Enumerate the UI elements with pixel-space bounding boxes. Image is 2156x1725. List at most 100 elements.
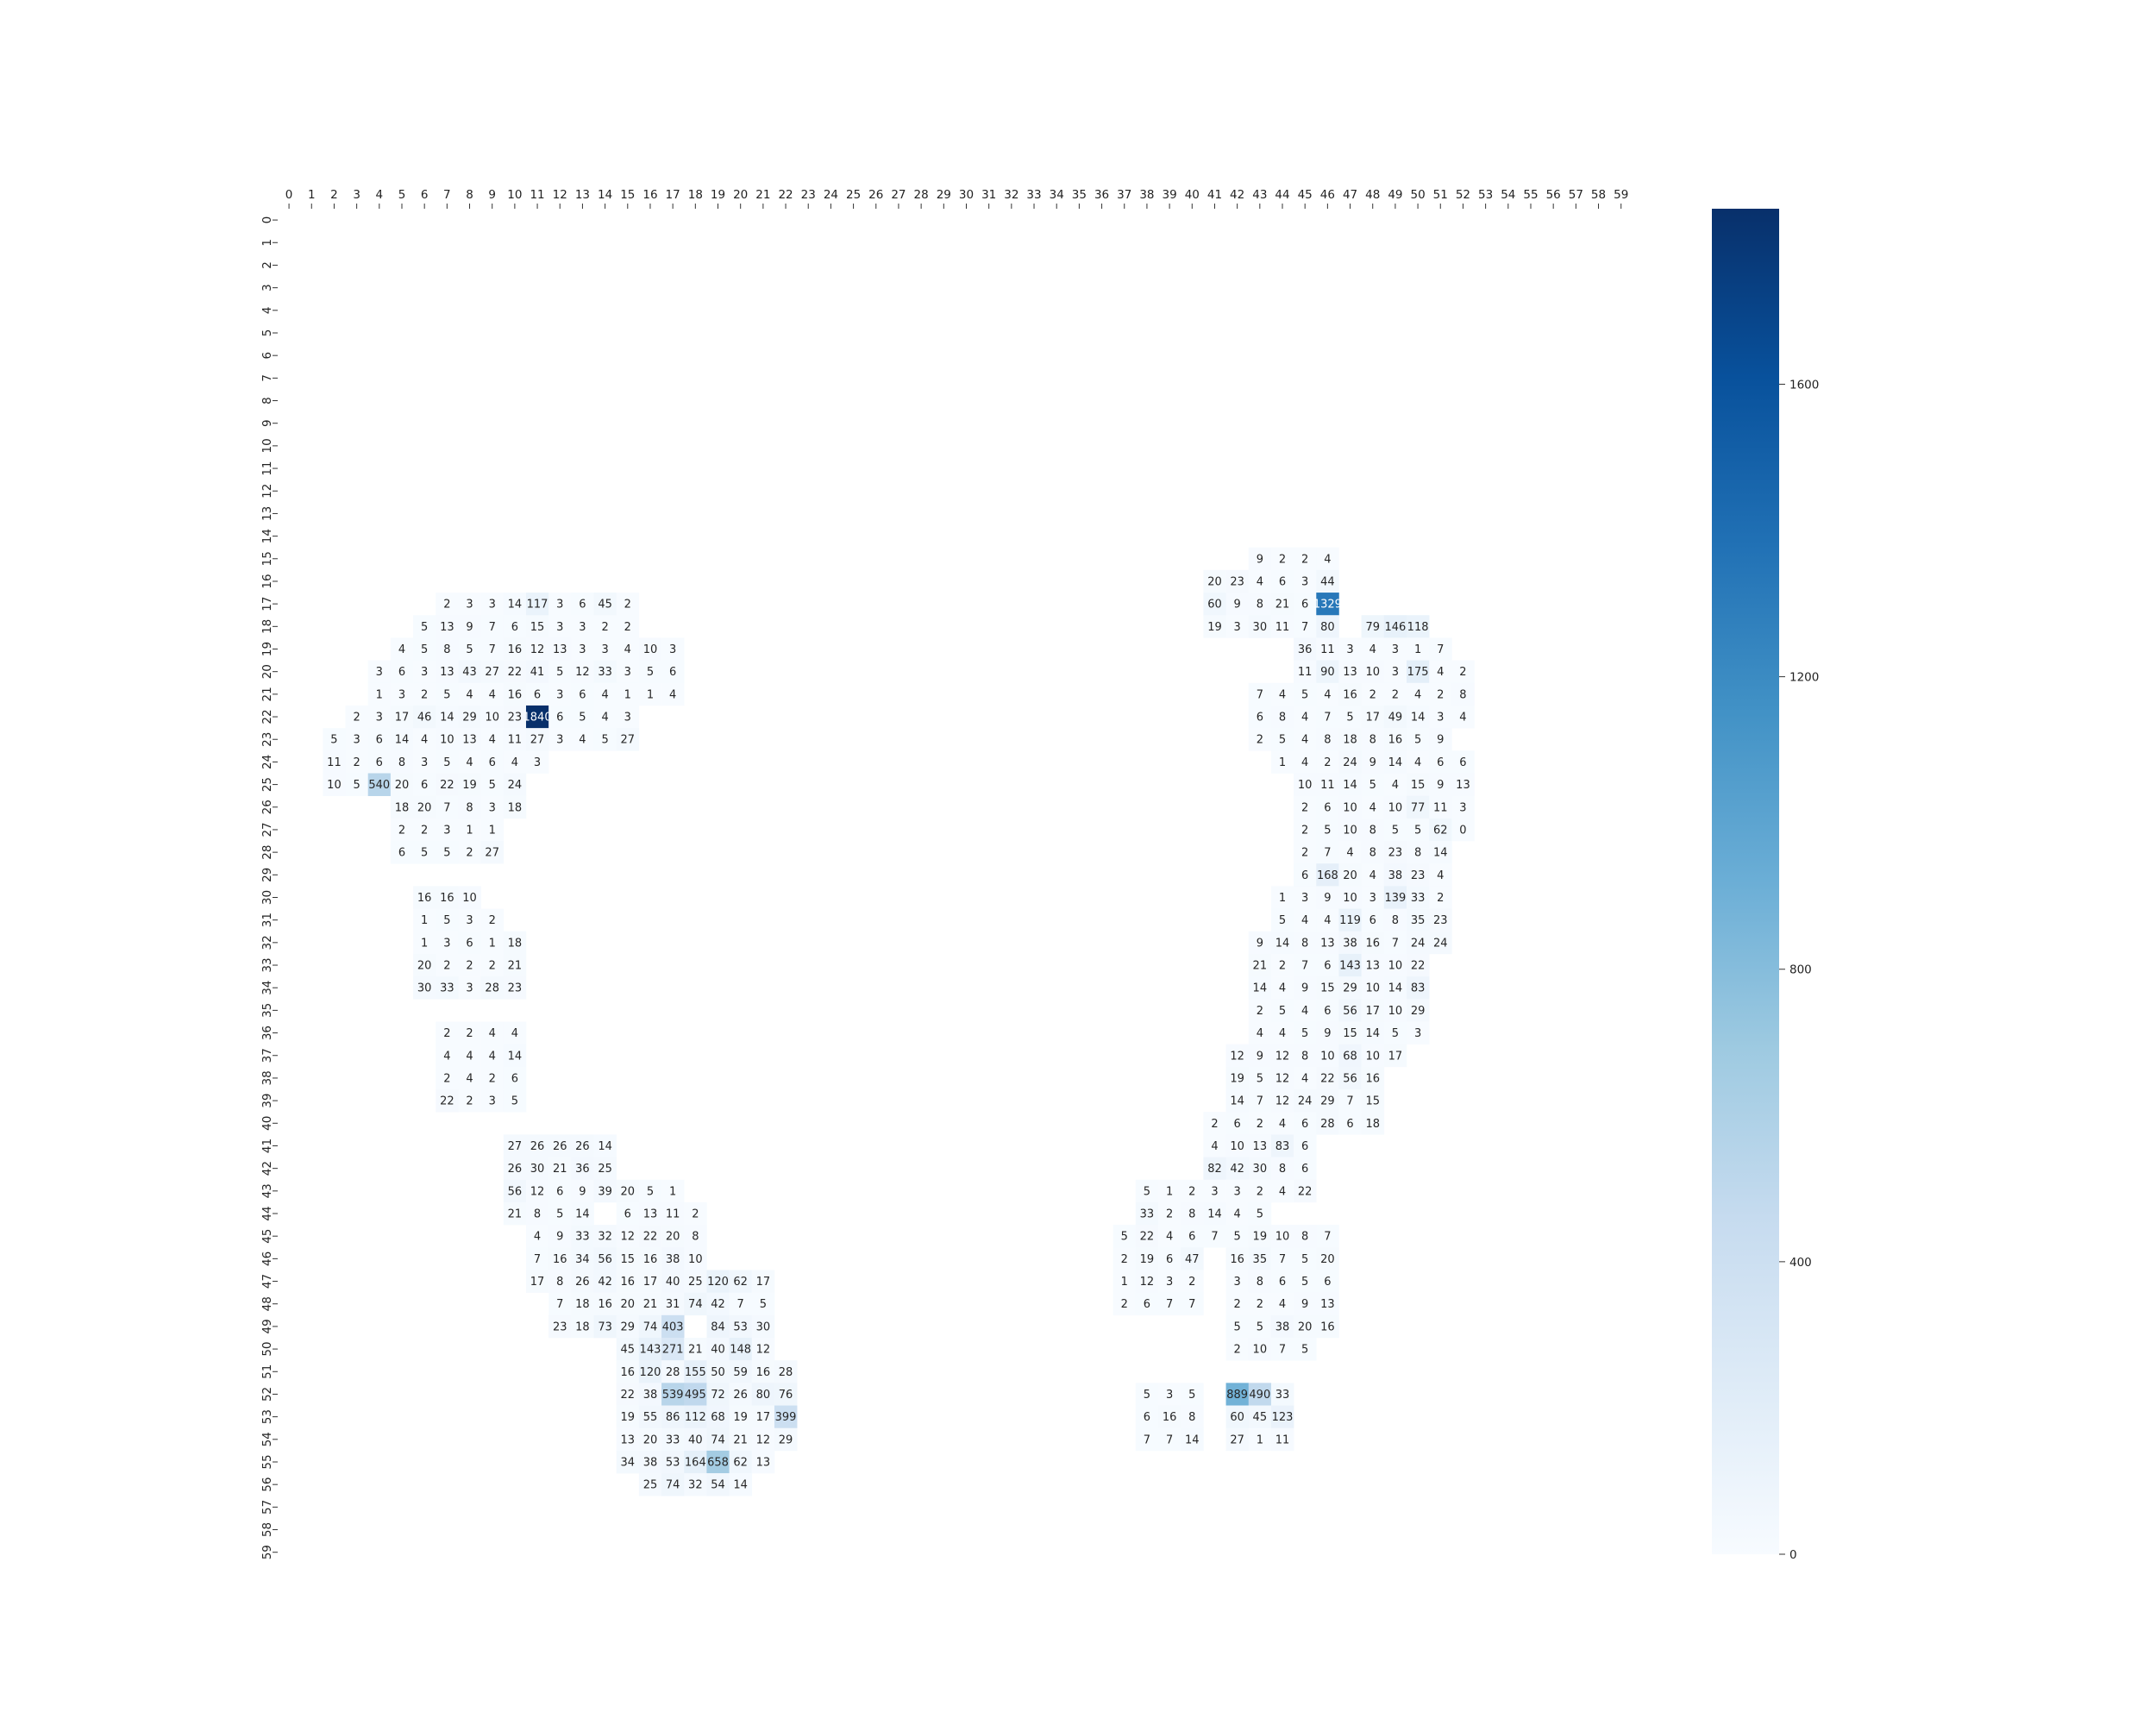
heatmap-cell (1294, 931, 1317, 955)
cell-value-label: 8 (1301, 1050, 1308, 1063)
heatmap-cell (1361, 705, 1385, 729)
y-tick-label: 11 (260, 461, 274, 475)
heatmap-cell (729, 1360, 753, 1383)
cell-value-label: 5 (1301, 1027, 1308, 1040)
cell-value-label: 3 (443, 937, 450, 950)
heatmap-cell (1225, 1157, 1250, 1181)
y-tick-label: 43 (260, 1183, 274, 1198)
heatmap-cell (1294, 863, 1317, 887)
cell-value-label: 83 (1411, 982, 1426, 995)
cell-value-label: 6 (556, 1185, 563, 1198)
heatmap-cell (1361, 953, 1385, 977)
cell-value-label: 33 (575, 1231, 590, 1244)
cell-value-label: 53 (733, 1320, 748, 1333)
heatmap-cell (571, 660, 594, 684)
heatmap-cell (1316, 863, 1339, 887)
heatmap-cell (1270, 1314, 1294, 1339)
cell-value-label: 4 (489, 688, 496, 701)
heatmap-cell (390, 750, 414, 774)
y-tick-label: 52 (260, 1387, 274, 1402)
cell-value-label: 399 (775, 1411, 797, 1424)
heatmap-cell (571, 728, 594, 751)
cell-value-label: 10 (462, 892, 477, 905)
heatmap-cell (1270, 1044, 1294, 1068)
cell-value-label: 27 (485, 847, 499, 860)
cell-value-label: 12 (530, 643, 545, 656)
cell-value-label: 13 (440, 621, 454, 634)
cell-value-label: 4 (489, 1050, 496, 1063)
y-tick-label: 46 (260, 1251, 274, 1266)
cell-value-label: 22 (508, 666, 523, 679)
cell-value-label: 3 (398, 688, 405, 701)
cell-value-label: 119 (1339, 914, 1361, 927)
cell-value-label: 11 (1320, 779, 1335, 792)
heatmap-cell (638, 637, 662, 661)
heatmap-cell (1225, 1089, 1250, 1113)
heatmap-cell (616, 1292, 640, 1316)
heatmap-cell (1294, 908, 1317, 932)
cell-value-label: 7 (443, 801, 450, 814)
cell-value-label: 13 (1456, 779, 1470, 792)
heatmap-cell (1248, 1270, 1272, 1293)
heatmap-cell (503, 931, 527, 955)
x-tick-label: 41 (1207, 188, 1222, 202)
heatmap-cell (571, 1314, 594, 1339)
cell-value-label: 56 (508, 1185, 523, 1198)
heatmap-cell (1248, 1134, 1272, 1157)
cell-value-label: 7 (1188, 1298, 1195, 1311)
heatmap-cell (593, 1270, 617, 1293)
heatmap-cell (593, 1157, 617, 1181)
heatmap-cell (503, 682, 527, 706)
cell-value-label: 2 (601, 621, 608, 634)
heatmap-cell (1135, 1179, 1159, 1203)
heatmap-cell (571, 593, 594, 616)
heatmap-cell (593, 728, 617, 751)
y-tick-label: 5 (260, 329, 274, 337)
heatmap-cell (1270, 615, 1294, 638)
cell-value-label: 4 (1257, 1027, 1263, 1040)
cell-value-label: 36 (1298, 643, 1313, 656)
heatmap-cell (571, 1270, 594, 1293)
cell-value-label: 4 (1279, 1118, 1286, 1131)
heatmap-cell (413, 841, 436, 864)
heatmap-cell (525, 1134, 549, 1157)
cell-value-label: 5 (511, 1095, 518, 1108)
heatmap-cell (1225, 1405, 1250, 1429)
heatmap-cell (548, 637, 572, 661)
y-tick-label: 7 (260, 374, 274, 382)
heatmap-cell (1316, 886, 1339, 909)
heatmap-cell (751, 1314, 775, 1339)
cell-value-label: 4 (466, 688, 473, 701)
heatmap-cell (571, 682, 594, 706)
cell-value-label: 6 (1346, 1118, 1353, 1131)
cell-value-label: 33 (1275, 1389, 1290, 1402)
heatmap-cell (571, 1157, 594, 1181)
heatmap-cell (390, 841, 414, 864)
y-tick-label: 3 (260, 284, 274, 292)
heatmap-cell (503, 750, 527, 774)
cell-value-label: 17 (756, 1411, 771, 1424)
heatmap-cell (616, 660, 640, 684)
cell-value-label: 3 (421, 756, 428, 769)
heatmap-cell (480, 841, 505, 864)
cell-value-label: 5 (556, 1208, 563, 1221)
x-tick-label: 47 (1343, 188, 1357, 202)
cell-value-label: 8 (692, 1231, 699, 1244)
cell-value-label: 13 (1365, 960, 1380, 973)
cell-value-label: 21 (1275, 599, 1290, 612)
heatmap-cell (1407, 773, 1430, 796)
cell-value-label: 17 (643, 1276, 658, 1289)
cell-value-label: 3 (1211, 1185, 1218, 1198)
cell-value-label: 38 (643, 1456, 658, 1469)
heatmap-cell (1181, 1225, 1204, 1248)
cell-value-label: 2 (1301, 801, 1308, 814)
cell-value-label: 6 (398, 847, 405, 860)
heatmap-cell (345, 728, 369, 751)
heatmap-cell (593, 1247, 617, 1270)
cell-value-label: 23 (1411, 869, 1426, 882)
heatmap-cell (1135, 1383, 1159, 1406)
heatmap-cell (480, 953, 505, 977)
x-tick-label: 19 (711, 188, 725, 202)
cell-value-label: 18 (1343, 734, 1357, 747)
cell-value-label: 10 (1275, 1231, 1290, 1244)
